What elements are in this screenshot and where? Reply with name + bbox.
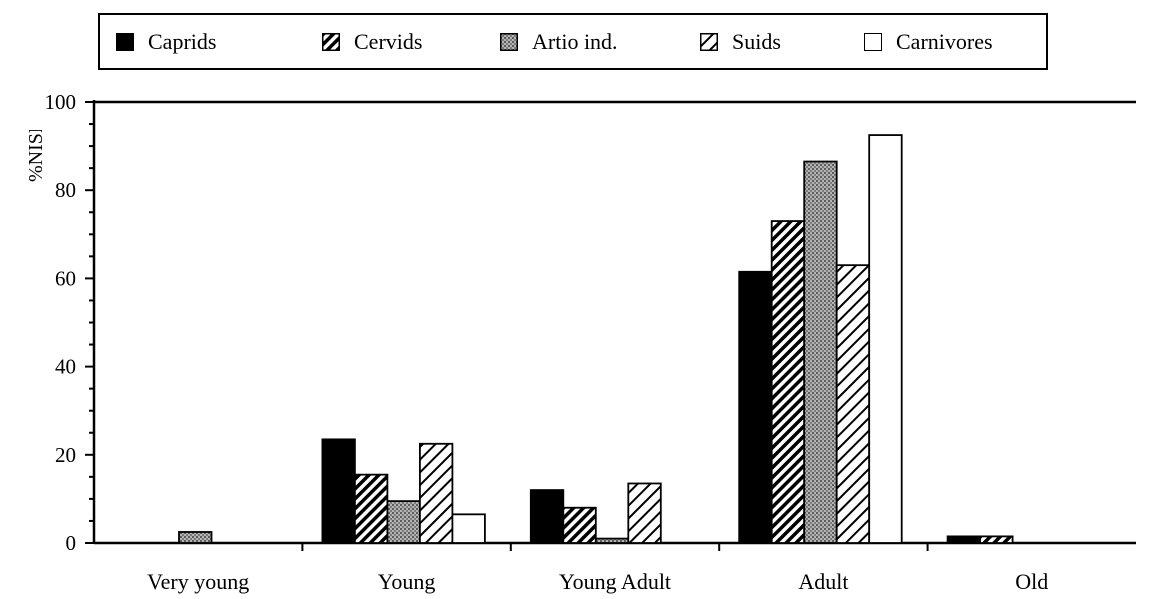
- legend-label-artio: Artio ind.: [532, 29, 618, 54]
- x-tick-label-young: Young: [378, 569, 436, 594]
- bar-artio-ind-young-adult: [594, 537, 630, 544]
- legend-swatch-artio: [500, 33, 518, 51]
- bar-caprids-adult: [738, 270, 773, 544]
- legend-swatch-suids: [700, 33, 718, 51]
- y-tick-label: 20: [55, 443, 76, 467]
- bar-artio-ind-adult: [803, 160, 838, 544]
- bar-cervids-old: [979, 535, 1014, 544]
- bar-suids-adult: [835, 264, 871, 544]
- bar-carnivores-adult: [868, 134, 903, 544]
- legend-swatch-carnivores: [864, 33, 882, 51]
- bar-artio-ind-young: [386, 500, 421, 544]
- bar-suids-young-adult: [627, 482, 662, 544]
- y-tick-label: 40: [55, 355, 76, 379]
- legend-item-suids: Suids: [700, 29, 781, 55]
- x-tick-label-very-young: Very young: [147, 569, 249, 594]
- legend-label-caprids: Caprids: [148, 29, 217, 54]
- bar-caprids-old: [946, 535, 981, 544]
- bar-caprids-young: [321, 438, 356, 544]
- bar-carnivores-young: [451, 513, 486, 544]
- y-axis-label: %NISP: [25, 130, 47, 182]
- legend-label-cervids: Cervids: [354, 29, 423, 54]
- y-axis-label-svg: %NISP: [25, 122, 47, 182]
- x-tick-label-old: Old: [1015, 569, 1048, 594]
- x-tick-label-adult: Adult: [798, 569, 848, 594]
- bar-artio-ind-very-young: [178, 531, 213, 544]
- bar-cervids-young: [353, 473, 389, 544]
- legend: Caprids Cervids Artio ind. Suids Carnivo…: [98, 13, 1048, 70]
- legend-label-carnivores: Carnivores: [896, 29, 993, 54]
- legend-label-suids: Suids: [732, 29, 781, 54]
- y-tick-label: 80: [55, 178, 76, 202]
- legend-swatch-cervids: [322, 33, 340, 51]
- bar-cervids-adult: [770, 220, 806, 544]
- bar-caprids-young-adult: [529, 489, 565, 544]
- bar-cervids-young-adult: [562, 506, 597, 544]
- legend-item-caprids: Caprids: [116, 29, 216, 55]
- legend-swatch-caprids: [116, 33, 134, 51]
- bar-suids-young: [418, 442, 454, 544]
- legend-item-cervids: Cervids: [322, 29, 422, 55]
- y-axis-label-wrap: %NISP: [4, 122, 64, 190]
- y-tick-label: 0: [66, 531, 77, 555]
- x-tick-label-young-adult: Young Adult: [559, 569, 671, 594]
- legend-item-carnivores: Carnivores: [864, 29, 993, 55]
- legend-item-artio: Artio ind.: [500, 29, 618, 55]
- y-tick-label: 60: [55, 266, 76, 290]
- y-tick-label: 100: [45, 90, 77, 114]
